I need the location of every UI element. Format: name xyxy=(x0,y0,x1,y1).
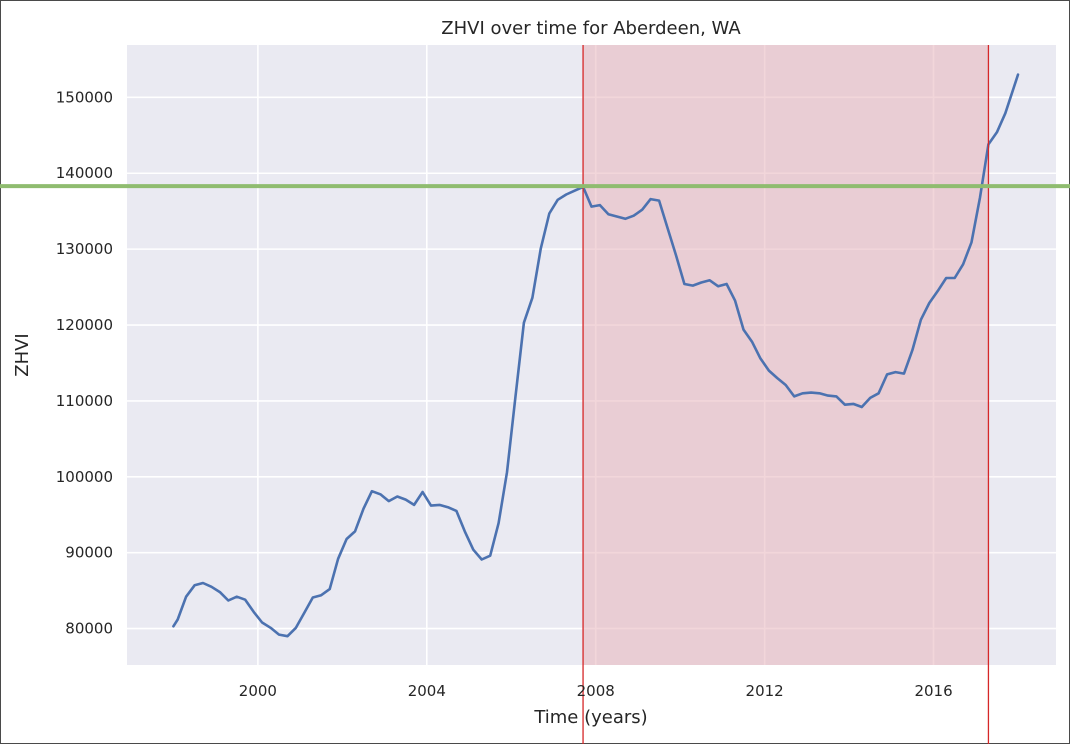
x-axis-label: Time (years) xyxy=(533,707,647,728)
chart-title: ZHVI over time for Aberdeen, WA xyxy=(441,18,741,39)
series-group xyxy=(172,73,1020,638)
x-tick-label: 2012 xyxy=(746,682,784,700)
y-tick-label: 120000 xyxy=(56,316,113,334)
y-tick-label: 150000 xyxy=(56,88,113,106)
x-tick-label: 2016 xyxy=(914,682,952,700)
marker-lines xyxy=(582,45,990,744)
y-tick-label: 90000 xyxy=(65,544,113,562)
x-tick-label: 2000 xyxy=(239,682,277,700)
shaded-region xyxy=(583,45,989,665)
series-line xyxy=(172,73,1020,638)
y-tick-labels: 80000 90000 100000 110000 120000 130000 140000… xyxy=(56,88,113,637)
x-tick-labels: 2000 2004 2008 2012 2016 xyxy=(239,682,953,700)
y-tick-label: 100000 xyxy=(56,468,113,486)
y-tick-label: 80000 xyxy=(65,620,113,638)
y-tick-label: 130000 xyxy=(56,240,113,258)
y-axis-label: ZHVI xyxy=(12,333,33,377)
x-tick-label: 2004 xyxy=(408,682,446,700)
x-tick-label: 2008 xyxy=(577,682,615,700)
y-tick-label: 140000 xyxy=(56,164,113,182)
y-tick-label: 110000 xyxy=(56,392,113,410)
